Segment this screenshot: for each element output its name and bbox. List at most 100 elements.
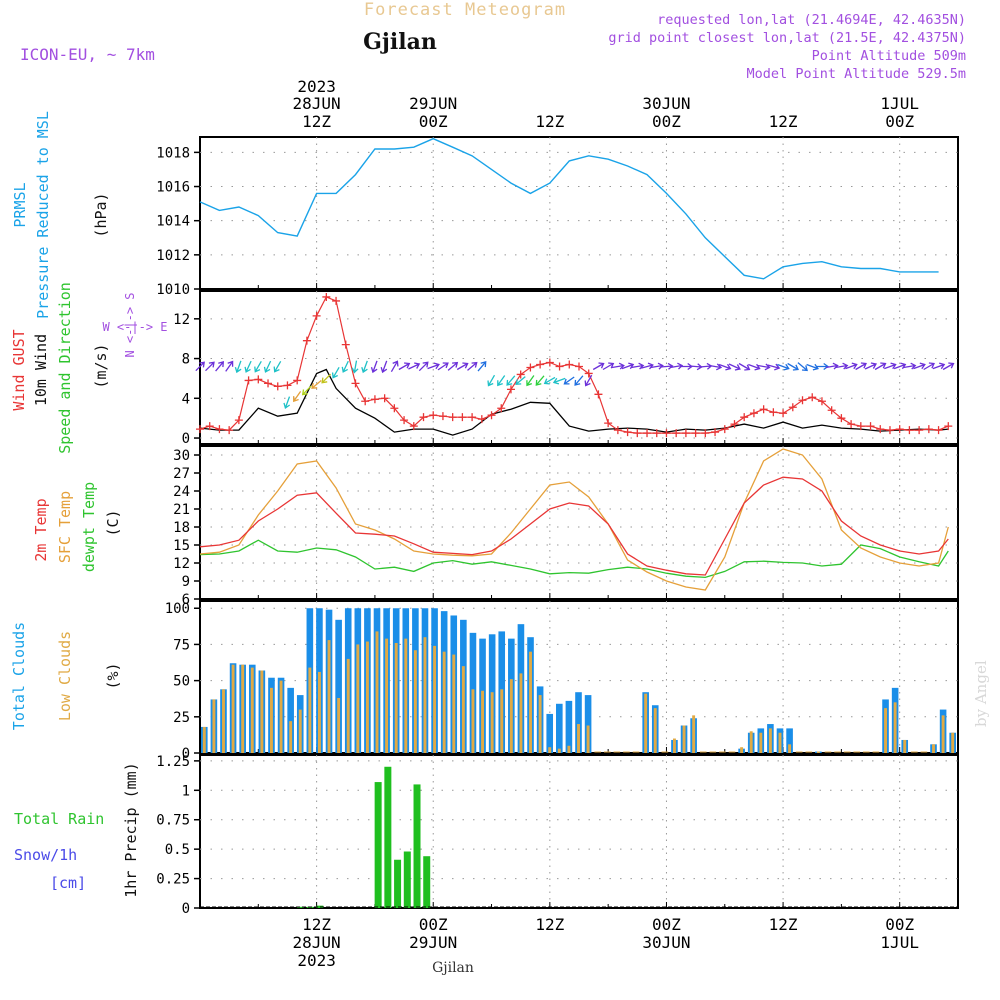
low-cloud-bar — [682, 725, 686, 753]
low-cloud-bar — [490, 692, 494, 753]
top-time-label: 2023 — [297, 77, 336, 96]
wind-direction-arrow — [670, 362, 684, 370]
wind-panel: 0 4 8 12 — [173, 290, 959, 447]
wind-direction-arrow — [893, 362, 907, 370]
low-cloud-bar — [816, 751, 820, 753]
low-cloud-bar — [749, 731, 753, 753]
precip-bar — [316, 905, 324, 908]
wind-direction-arrow — [855, 362, 867, 371]
low-cloud-bar — [519, 673, 523, 753]
footer-location: Gjilan — [432, 960, 474, 976]
low-cloud-bar — [423, 637, 427, 753]
ytick-label: 27 — [173, 466, 190, 482]
gust-marker — [234, 416, 243, 425]
gust-marker — [915, 426, 924, 435]
wind-direction-arrow — [311, 380, 322, 389]
low-cloud-bar — [394, 642, 398, 753]
low-cloud-bar — [202, 726, 206, 753]
ytick-label: 30 — [173, 448, 190, 464]
total-cloud-bar — [565, 700, 573, 753]
gust-marker — [613, 426, 622, 435]
wind-direction-arrow — [942, 362, 955, 371]
gust-marker — [536, 360, 545, 369]
pressure-unit: (hPa) — [92, 192, 110, 237]
gust-marker — [264, 379, 273, 388]
ytick-label: 21 — [173, 502, 190, 518]
gust-marker — [817, 397, 826, 406]
gust-marker — [302, 336, 311, 345]
gust-marker — [390, 404, 399, 413]
low-cloud-bar — [740, 747, 744, 753]
ytick-label: 50 — [173, 674, 190, 690]
gust-marker — [477, 415, 486, 424]
low-cloud-bar — [337, 697, 341, 753]
gust-marker — [934, 426, 943, 435]
low-cloud-bar — [529, 651, 532, 753]
wind-direction-arrow — [728, 363, 741, 371]
wind-direction-arrow — [341, 360, 349, 373]
wind-direction-arrow — [767, 363, 781, 371]
wind-direction-arrow — [215, 361, 225, 372]
low-cloud-bar — [759, 732, 763, 753]
low-cloud-bar — [413, 650, 417, 753]
bottom-time-label: 12Z — [769, 915, 798, 934]
bottom-time-label: 12Z — [302, 915, 331, 934]
gust-marker — [749, 409, 758, 418]
wind-direction-arrow — [611, 362, 625, 370]
low-cloud-bar — [404, 638, 408, 753]
low-cloud-bar — [298, 709, 302, 753]
gust-marker — [273, 382, 282, 391]
gust-marker — [205, 422, 214, 431]
wind-direction-arrow — [806, 363, 819, 371]
precip-bar — [384, 766, 392, 908]
cloud-side-labels: Total Clouds Low Clouds (%) — [10, 622, 122, 730]
low-cloud-bar — [481, 690, 485, 753]
gust-marker — [575, 362, 583, 371]
bottom-time-label: 12Z — [535, 915, 564, 934]
gust-marker — [332, 296, 341, 305]
low-cloud-bar — [471, 689, 475, 753]
wind-unit: (m/s) — [92, 343, 110, 388]
wind-direction-arrow — [370, 360, 378, 374]
low-cloud-bar — [231, 664, 235, 753]
ytick-label: 75 — [173, 637, 190, 653]
low-cloud-bar — [788, 744, 792, 753]
low-cloud-bar — [279, 680, 283, 753]
low-cloud-bar — [260, 670, 264, 753]
ytick-label: 24 — [173, 484, 190, 500]
wind-direction-arrow — [447, 361, 459, 371]
gust-marker — [584, 369, 593, 378]
wind-direction-arrow — [321, 373, 332, 384]
gust-marker — [400, 416, 409, 425]
compass-ns: N <-|-> S — [123, 292, 137, 357]
precip-bar — [394, 859, 402, 908]
gust-marker — [516, 370, 525, 379]
ytick-label: 1010 — [156, 282, 190, 298]
panel-frame — [199, 445, 959, 600]
gust-marker — [701, 429, 710, 438]
panel-frame — [199, 754, 959, 909]
low-cloud-bar — [250, 667, 254, 753]
gust-marker — [827, 406, 836, 415]
cloud-low-label: Low Clouds — [56, 631, 74, 721]
top-time-label: 12Z — [535, 112, 564, 131]
wind-direction-arrow — [390, 360, 399, 373]
ytick-label: 1 — [182, 783, 190, 799]
wind-direction-arrow — [592, 362, 605, 371]
gust-marker — [545, 358, 554, 367]
precip-panel: 0 0.25 0.5 0.75 1 1.25 — [156, 754, 959, 917]
gust-marker — [215, 425, 224, 434]
gust-marker — [380, 394, 389, 403]
precip-ylabel: 1hr Precip (mm) — [122, 762, 140, 897]
wind-direction-arrow — [845, 362, 858, 370]
low-cloud-bar — [452, 654, 456, 753]
gust-marker — [759, 405, 768, 414]
wind-direction-arrow — [699, 362, 713, 370]
low-cloud-bar — [778, 732, 782, 753]
gust-marker — [555, 362, 564, 371]
wind-direction-arrow — [497, 375, 506, 387]
precip-side-labels: Total Rain Snow/1h [cm] 1hr Precip (mm) — [14, 762, 140, 897]
pressure-label-prmsl: PRMSL — [11, 182, 29, 227]
